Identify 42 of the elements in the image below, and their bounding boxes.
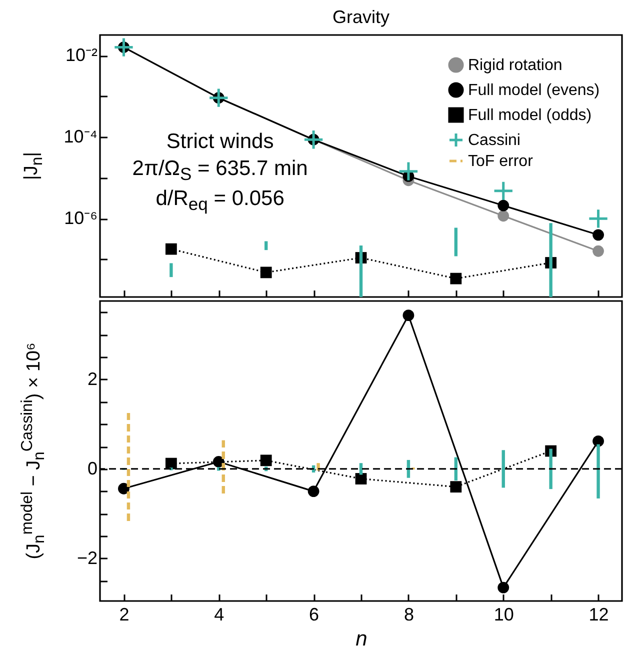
point: [498, 210, 510, 222]
annotation: 2π/Ω$_{S}$ = 635.7 min: [132, 156, 308, 184]
point: [592, 229, 604, 241]
legend-label: Cassini: [468, 132, 520, 149]
x-tick-label: 2: [119, 604, 130, 624]
point: [398, 161, 419, 182]
point: [303, 129, 324, 150]
annotation: d/R$_{eq}$ = 0.056: [156, 186, 284, 214]
y-tick-label: 10⁻⁶: [64, 208, 98, 228]
chart-title: Gravity: [332, 7, 390, 28]
legend-label: Rigid rotation: [468, 57, 562, 74]
text: ToF error: [468, 153, 533, 170]
point: [113, 36, 134, 58]
x-tick-label: 12: [588, 604, 609, 624]
y-tick-label: −2: [76, 548, 98, 568]
x-tick-label: 6: [309, 604, 320, 624]
point: [260, 454, 272, 466]
legend-label: Full model (odds): [468, 107, 592, 124]
point: [402, 310, 414, 322]
y-tick-label: 2: [87, 368, 98, 389]
annotation: Strict winds: [166, 130, 274, 154]
point: [498, 200, 510, 212]
point: [450, 272, 462, 284]
point: [208, 88, 229, 108]
point: [355, 473, 367, 484]
point: [493, 180, 514, 202]
x-tick-label: 10: [494, 604, 514, 624]
y-tick-label: 10⁻²: [65, 45, 98, 66]
point: [498, 582, 510, 594]
y-tick-label: 0: [87, 458, 98, 478]
point: [308, 486, 320, 497]
x-tick-label: 8: [404, 604, 414, 624]
y-tick-label: 10⁻⁴: [64, 126, 98, 147]
point: [450, 481, 462, 493]
point: [165, 243, 177, 255]
x-tick-label: 4: [214, 604, 224, 624]
point: [260, 266, 272, 278]
point: [592, 245, 604, 257]
legend-label: Full model (evens): [468, 82, 600, 99]
x-axis-title: n: [356, 628, 368, 650]
point: [592, 435, 604, 447]
point: [588, 208, 609, 230]
